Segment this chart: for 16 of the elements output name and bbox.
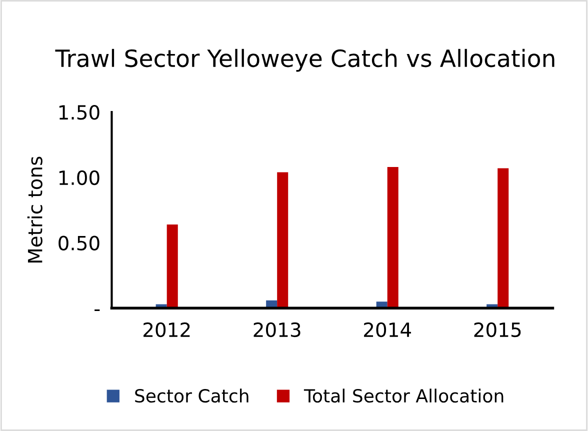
bar <box>166 224 178 308</box>
y-axis-title: Metric tons <box>27 156 42 263</box>
x-tick-label: 2014 <box>364 322 411 338</box>
y-tick-label: 1.00 <box>59 170 100 186</box>
chart-title: Trawl Sector Yelloweye Catch vs Allocation <box>55 48 554 72</box>
y-tick-label: 0.50 <box>58 236 100 250</box>
y-tick-label: 1.50 <box>59 105 100 120</box>
bar <box>277 172 288 308</box>
bar <box>387 166 398 308</box>
x-tick-label: 2015 <box>474 322 521 338</box>
legend-label: Sector Catch <box>135 388 248 403</box>
y-tick-label: - <box>94 309 100 312</box>
legend-label: Total Sector Allocation <box>304 388 504 403</box>
x-tick-label: 2013 <box>254 322 300 338</box>
x-tick-label: 2012 <box>144 322 190 338</box>
bar <box>498 168 509 308</box>
